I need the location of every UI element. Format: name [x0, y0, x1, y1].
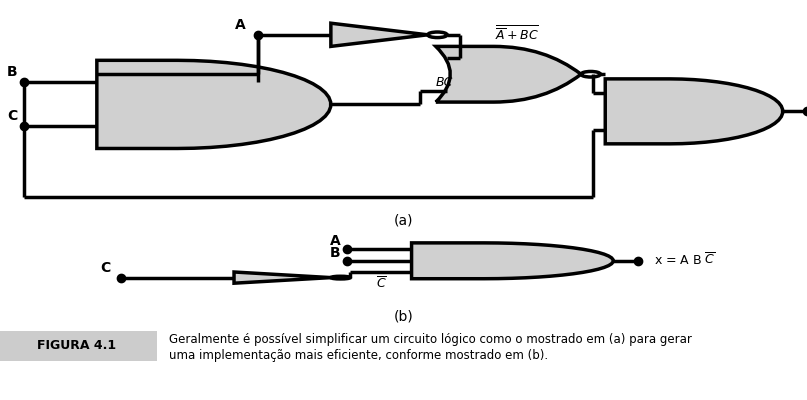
Text: C: C: [100, 261, 110, 275]
Text: (b): (b): [394, 310, 413, 324]
FancyBboxPatch shape: [0, 331, 157, 361]
PathPatch shape: [412, 243, 613, 279]
Text: x = A B $\overline{C}$: x = A B $\overline{C}$: [654, 252, 715, 268]
Text: $\overline{\overline{A} + BC}$: $\overline{\overline{A} + BC}$: [495, 24, 538, 43]
Text: uma implementação mais eficiente, conforme mostrado em (b).: uma implementação mais eficiente, confor…: [169, 350, 549, 362]
Text: A: A: [236, 18, 246, 32]
Text: FIGURA 4.1: FIGURA 4.1: [37, 339, 116, 352]
Circle shape: [331, 276, 350, 279]
Text: Geralmente é possível simplificar um circuito lógico como o mostrado em (a) para: Geralmente é possível simplificar um cir…: [169, 334, 692, 346]
Circle shape: [428, 32, 447, 38]
Text: B: B: [329, 246, 341, 260]
Text: B: B: [6, 65, 18, 79]
PathPatch shape: [605, 79, 783, 144]
PathPatch shape: [436, 46, 581, 102]
Circle shape: [581, 72, 600, 77]
PathPatch shape: [97, 60, 331, 148]
Text: BC: BC: [435, 76, 453, 89]
Text: C: C: [7, 109, 17, 123]
Polygon shape: [331, 23, 428, 46]
Text: (a): (a): [394, 214, 413, 227]
Polygon shape: [234, 272, 331, 283]
Text: $\overline{C}$: $\overline{C}$: [375, 276, 387, 291]
Text: A: A: [329, 234, 341, 248]
